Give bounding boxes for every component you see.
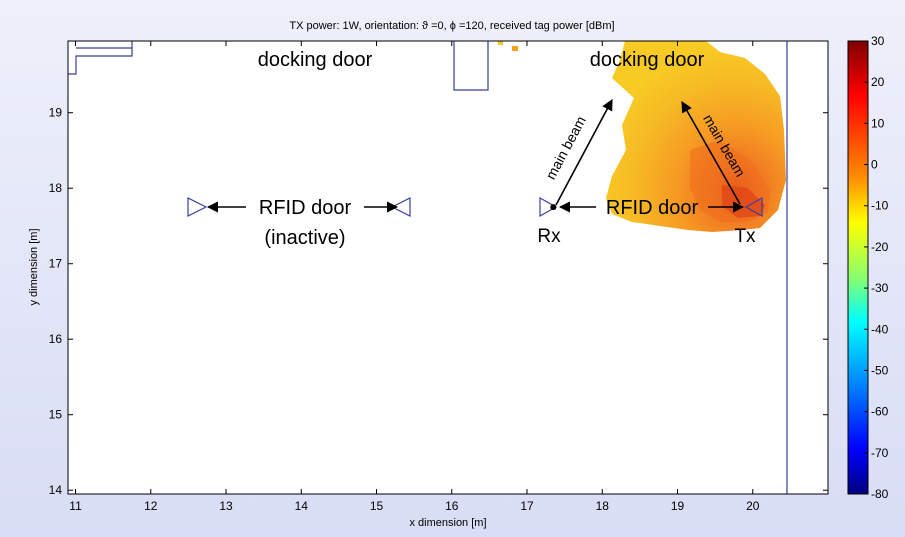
chart-title: TX power: 1W, orientation: ϑ =0, ϕ =120,… xyxy=(289,20,614,32)
y-ticks: 14 15 16 17 18 19 xyxy=(49,106,828,497)
heat-speckle xyxy=(498,41,503,45)
tx-point xyxy=(733,204,740,211)
x-tick-label: 11 xyxy=(69,499,82,513)
rfid-door-right-label: RFID door xyxy=(606,197,699,219)
heat-speckle xyxy=(512,46,518,51)
rfid-door-left: RFID door (inactive) xyxy=(187,197,411,249)
antenna-left-b xyxy=(390,197,411,217)
antenna-left-a xyxy=(187,197,208,217)
colorbar-gradient xyxy=(847,40,869,495)
x-tick-label: 13 xyxy=(219,499,233,513)
y-tick-label: 16 xyxy=(49,332,63,346)
room-outlines xyxy=(68,41,788,494)
colorbar-tick-label: -40 xyxy=(871,322,889,336)
colorbar-tick-label: -20 xyxy=(871,240,889,254)
y-tick-label: 15 xyxy=(49,408,63,422)
x-tick-label: 15 xyxy=(370,499,384,513)
colorbar-ticks: 30 20 10 0 -10 -20 -30 -40 -50 -60 -70 -80 xyxy=(864,34,889,501)
colorbar-tick-label: -80 xyxy=(871,487,889,501)
y-tick-label: 19 xyxy=(49,106,63,120)
pillar-outline xyxy=(453,41,489,91)
y-tick-label: 17 xyxy=(49,257,63,271)
x-tick-label: 16 xyxy=(445,499,459,513)
antenna-rx xyxy=(539,196,558,218)
colorbar-tick-label: 10 xyxy=(871,116,885,130)
y-axis-label: y dimension [m] xyxy=(28,228,40,305)
tx-label: Tx xyxy=(734,226,756,247)
main-beam-tx-arrow xyxy=(681,101,741,205)
rx-label: Rx xyxy=(537,226,561,247)
y-tick-label: 14 xyxy=(49,483,63,497)
x-tick-label: 14 xyxy=(295,499,309,513)
axes-box xyxy=(67,40,829,495)
docking-door-left-label: docking door xyxy=(258,49,373,71)
colorbar-tick-label: 20 xyxy=(871,75,885,89)
x-ticks: 11 12 13 14 15 16 17 18 19 20 xyxy=(69,41,760,513)
colorbar-tick-label: 30 xyxy=(871,34,885,48)
colorbar: 30 20 10 0 -10 -20 -30 -40 -50 -60 -70 -80 xyxy=(847,34,889,501)
x-axis-label: x dimension [m] xyxy=(409,517,486,529)
x-tick-label: 20 xyxy=(746,499,760,513)
x-tick-label: 19 xyxy=(671,499,685,513)
colorbar-tick-label: -10 xyxy=(871,199,889,213)
colorbar-tick-label: -60 xyxy=(871,405,889,419)
docking-door-right-label: docking door xyxy=(590,49,705,71)
colorbar-tick-label: -30 xyxy=(871,281,889,295)
main-beam-rx-arrow xyxy=(555,99,613,206)
x-tick-label: 17 xyxy=(520,499,534,513)
colorbar-tick-label: -70 xyxy=(871,446,889,460)
left-wall-segment xyxy=(68,41,133,75)
x-tick-label: 12 xyxy=(144,499,158,513)
colorbar-tick-label: 0 xyxy=(871,158,878,172)
rfid-door-left-label: RFID door xyxy=(259,197,352,219)
heat-region xyxy=(498,41,786,232)
x-tick-label: 18 xyxy=(596,499,610,513)
antenna-tx xyxy=(744,196,763,218)
rx-point xyxy=(550,204,557,211)
y-tick-label: 18 xyxy=(49,181,63,195)
colorbar-tick-label: -50 xyxy=(871,363,889,377)
inactive-label: (inactive) xyxy=(264,227,345,249)
